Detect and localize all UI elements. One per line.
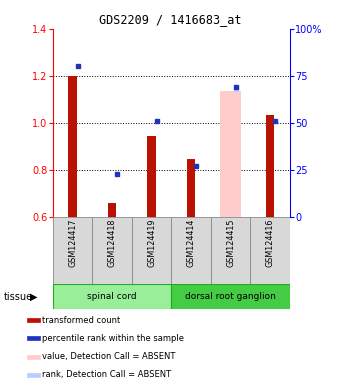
Text: dorsal root ganglion: dorsal root ganglion xyxy=(185,292,276,301)
Text: GSM124416: GSM124416 xyxy=(266,219,275,267)
Text: ▶: ▶ xyxy=(30,291,38,302)
Text: GSM124415: GSM124415 xyxy=(226,219,235,268)
FancyBboxPatch shape xyxy=(171,217,211,284)
Text: GSM124414: GSM124414 xyxy=(187,219,196,267)
Bar xyxy=(27,373,40,377)
FancyBboxPatch shape xyxy=(53,284,171,309)
Text: value, Detection Call = ABSENT: value, Detection Call = ABSENT xyxy=(42,352,175,361)
Bar xyxy=(27,336,40,340)
Text: GDS2209 / 1416683_at: GDS2209 / 1416683_at xyxy=(99,13,242,26)
Text: spinal cord: spinal cord xyxy=(87,292,137,301)
Bar xyxy=(27,318,40,322)
Text: rank, Detection Call = ABSENT: rank, Detection Call = ABSENT xyxy=(42,371,171,379)
Text: percentile rank within the sample: percentile rank within the sample xyxy=(42,334,184,343)
Bar xyxy=(147,136,156,217)
FancyBboxPatch shape xyxy=(250,217,290,284)
Bar xyxy=(220,91,241,217)
Bar xyxy=(187,159,195,217)
Text: transformed count: transformed count xyxy=(42,316,120,324)
FancyBboxPatch shape xyxy=(92,217,132,284)
Text: GSM124417: GSM124417 xyxy=(68,219,77,268)
Bar xyxy=(266,115,275,217)
FancyBboxPatch shape xyxy=(211,217,250,284)
Bar xyxy=(68,76,77,217)
Bar xyxy=(27,355,40,359)
Text: GSM124419: GSM124419 xyxy=(147,219,156,268)
Bar xyxy=(108,203,116,217)
FancyBboxPatch shape xyxy=(171,284,290,309)
FancyBboxPatch shape xyxy=(132,217,171,284)
FancyBboxPatch shape xyxy=(53,217,92,284)
Text: tissue: tissue xyxy=(3,291,32,302)
Text: GSM124418: GSM124418 xyxy=(108,219,117,267)
